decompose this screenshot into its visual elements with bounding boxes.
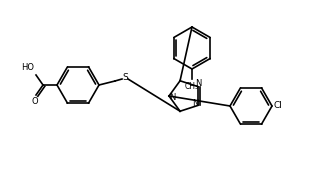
Text: N: N: [195, 79, 201, 88]
Text: N: N: [169, 93, 175, 103]
Text: S: S: [122, 74, 128, 82]
Text: CH₃: CH₃: [185, 82, 199, 91]
Text: N: N: [192, 99, 198, 108]
Text: HO: HO: [21, 63, 34, 72]
Text: O: O: [32, 97, 38, 106]
Text: Cl: Cl: [274, 101, 283, 111]
